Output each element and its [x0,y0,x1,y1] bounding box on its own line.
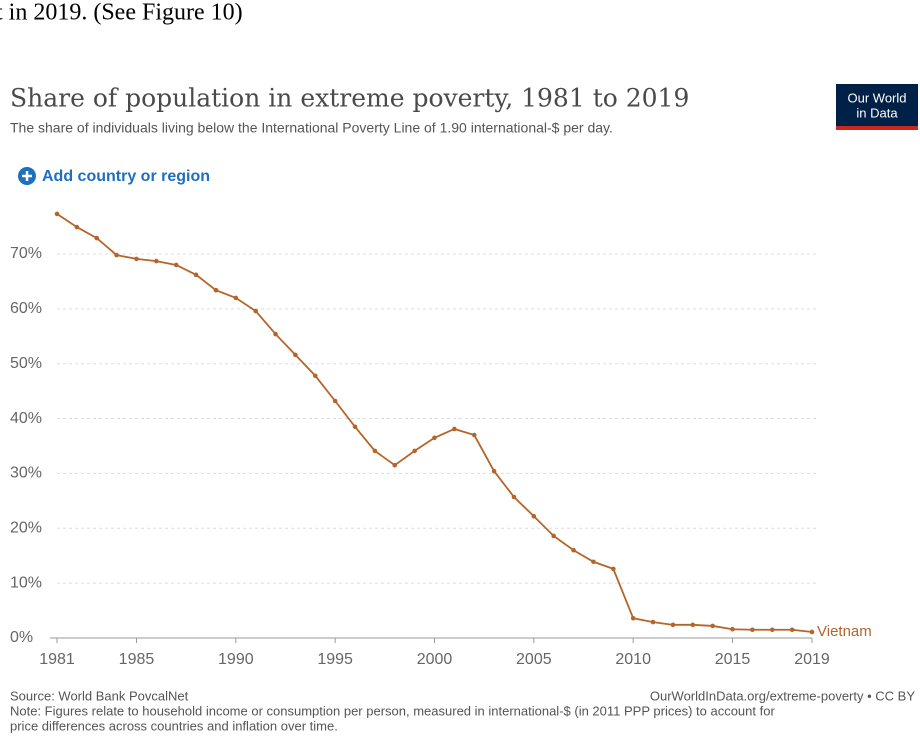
point [193,272,199,278]
point [293,352,298,358]
source: Source: World Bank PovcalNet [10,688,189,703]
point [352,424,358,430]
point [213,287,219,293]
add-button[interactable]: Add country or region [18,167,210,185]
point [670,622,676,628]
point [134,256,139,262]
x-tick-label: 1985 [119,651,155,668]
point [571,547,576,553]
add-label[interactable]: Add country or region [42,168,210,185]
point [452,426,457,432]
y-tick-label: 50% [10,355,42,372]
point [372,448,378,454]
line [56,213,813,633]
note: Note: Figures relate to household income… [10,703,775,718]
point [650,619,656,625]
point [114,252,119,258]
point [154,258,159,264]
x-tick-label: 2019 [794,651,830,668]
point [511,494,517,500]
y-tick-label: 30% [10,465,42,482]
y-tick-label: 40% [10,410,42,427]
x-tick-label: 1995 [317,651,353,668]
y-tick-label: 10% [10,574,42,591]
point [471,432,477,438]
y-tick-label: 0% [10,629,33,646]
point [74,224,80,230]
url[interactable]: OurWorldInData.org/extreme-poverty • CC … [650,688,915,703]
point [253,308,258,314]
point [392,462,398,468]
point [730,626,735,632]
point [630,615,636,621]
point [491,468,497,474]
point [273,331,278,337]
point [591,559,596,565]
point [710,623,715,629]
add-icon-plus [22,171,32,181]
point [750,627,755,633]
x-tick-label: 2010 [615,651,651,668]
x-tick-label: 2015 [715,651,751,668]
point [690,622,696,628]
point [611,566,616,572]
logo-box [836,84,918,130]
point [769,627,775,633]
x-tick-label: 2005 [516,651,552,668]
chart-subtitle: The share of individuals living below th… [10,120,613,136]
y-tick-label: 20% [10,519,42,536]
point [412,448,417,454]
point [332,398,338,404]
point [173,262,179,268]
point [551,533,557,539]
context-text: t in 2019. (See Figure 10) [0,0,243,26]
point [809,629,815,635]
point [233,295,239,301]
y-tick-label: 70% [10,245,42,262]
point [432,435,437,441]
x-tick-label: 1981 [39,651,75,668]
point [789,627,795,633]
chart-title: Share of population in extreme poverty, … [10,84,689,113]
logo-bar [836,126,918,130]
x-tick-label: 2000 [417,651,453,668]
point [54,211,60,217]
series-label: Vietnam [817,623,872,640]
note: price differences across countries and i… [10,718,338,733]
logo-text: in Data [856,105,898,120]
point [312,373,318,379]
y-tick-label: 60% [10,300,42,317]
x-tick-label: 1990 [218,651,254,668]
point [94,235,100,241]
logo-text: Our World [848,90,907,105]
point [531,513,537,519]
